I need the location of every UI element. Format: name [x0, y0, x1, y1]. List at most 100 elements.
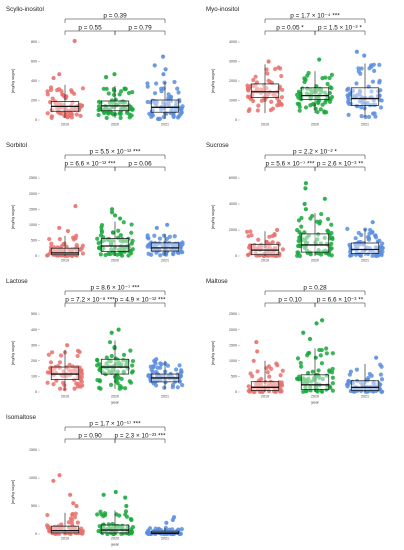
group-2021 — [345, 220, 385, 259]
data-point — [359, 66, 364, 71]
bracket-line — [314, 166, 366, 171]
data-point — [170, 385, 175, 390]
data-point-outlier — [57, 473, 62, 478]
data-point — [146, 251, 151, 256]
data-point — [279, 95, 285, 100]
data-point — [258, 253, 263, 258]
data-point — [301, 376, 306, 381]
data-point — [316, 95, 321, 100]
data-point — [106, 91, 111, 96]
data-point — [346, 112, 351, 117]
data-point — [104, 361, 109, 366]
y-axis-label: [mg/kg sugar] — [10, 341, 15, 365]
data-point — [97, 245, 102, 250]
data-point-outlier — [302, 201, 307, 207]
data-point — [357, 88, 362, 94]
x-tick-label: 2021 — [161, 123, 169, 127]
y-tick-label: 4000 — [229, 202, 237, 206]
data-point — [319, 211, 324, 217]
data-point — [130, 358, 136, 364]
data-point — [256, 237, 261, 242]
data-point — [146, 236, 151, 241]
x-tick-label: 2019 — [261, 395, 269, 399]
data-point-outlier — [317, 57, 322, 62]
data-point — [267, 234, 272, 239]
data-point — [58, 353, 64, 358]
data-point — [128, 106, 133, 111]
data-point — [67, 362, 72, 367]
data-point — [80, 251, 86, 256]
box-iqr — [50, 525, 80, 534]
data-point — [259, 376, 264, 382]
data-point — [74, 243, 79, 248]
p-value-label: p = 0.05 * — [276, 25, 304, 32]
data-point — [178, 531, 184, 536]
data-point — [315, 109, 320, 115]
data-point — [45, 253, 50, 258]
data-point — [65, 111, 70, 116]
data-point — [265, 370, 270, 375]
data-point — [162, 80, 167, 85]
data-point — [295, 243, 301, 249]
data-point-outlier — [320, 318, 325, 323]
data-point — [252, 242, 257, 248]
x-tick-label: 2020 — [111, 395, 119, 399]
data-point — [313, 106, 318, 111]
data-point-outlier — [116, 327, 121, 332]
y-tick-label: 800 — [31, 40, 37, 44]
y-tick-label: 0 — [235, 254, 237, 258]
data-point — [325, 81, 330, 87]
data-point-outlier — [154, 225, 159, 231]
data-point — [169, 108, 174, 113]
comparison-bracket: p = 0.06 — [114, 161, 166, 171]
bracket-line — [264, 290, 366, 295]
data-point — [108, 382, 114, 387]
y-tick-label: 2500 — [29, 176, 37, 180]
data-point — [57, 360, 63, 365]
data-point — [79, 526, 84, 531]
data-point — [111, 92, 117, 97]
data-point — [322, 90, 328, 95]
chart-panel-2: Myo-inositol 0 1000 2000 3000 4000 [mg/kg suga… — [206, 6, 384, 127]
box-iqr — [100, 238, 130, 252]
data-point — [62, 387, 67, 392]
data-point — [155, 116, 161, 122]
data-point — [250, 374, 255, 379]
data-point — [108, 359, 113, 364]
p-value-label: p = 7.2 × 10⁻⁸ *** — [65, 297, 115, 304]
data-point — [267, 381, 272, 386]
data-point — [329, 222, 334, 227]
data-point — [251, 358, 256, 363]
data-point-outlier — [370, 220, 375, 225]
data-point — [325, 229, 331, 234]
data-point — [75, 520, 80, 525]
data-point — [359, 105, 364, 110]
data-point — [377, 80, 382, 85]
data-point — [99, 228, 104, 233]
bracket-line — [264, 154, 366, 159]
data-point — [302, 230, 307, 235]
data-point — [156, 526, 162, 531]
data-point — [161, 251, 167, 256]
data-point — [96, 362, 102, 367]
data-point — [163, 361, 168, 366]
comparison-bracket: p = 2.3 × 10⁻²³ *** — [115, 433, 166, 443]
data-point — [175, 250, 180, 255]
data-point — [180, 242, 185, 247]
data-point — [80, 243, 85, 248]
y-axis-label: [mg/kg sugar] — [10, 480, 15, 504]
p-value-label: p = 6.6 × 10⁻¹² *** — [65, 161, 116, 168]
data-point — [66, 247, 71, 252]
chart-panel-3: Sorbitol 0 500 1000 1500 2000 2500 [mg/kg sugar… — [6, 142, 185, 263]
data-point-outlier — [165, 222, 170, 227]
data-point — [157, 374, 162, 379]
data-point — [112, 88, 117, 93]
box-iqr — [350, 87, 380, 106]
data-point — [74, 381, 79, 386]
data-point — [108, 530, 113, 535]
data-point — [107, 525, 112, 530]
y-tick-label: 1000 — [29, 223, 37, 227]
data-point — [247, 107, 252, 112]
data-point — [308, 87, 313, 92]
y-tick-label: 1500 — [229, 343, 237, 347]
